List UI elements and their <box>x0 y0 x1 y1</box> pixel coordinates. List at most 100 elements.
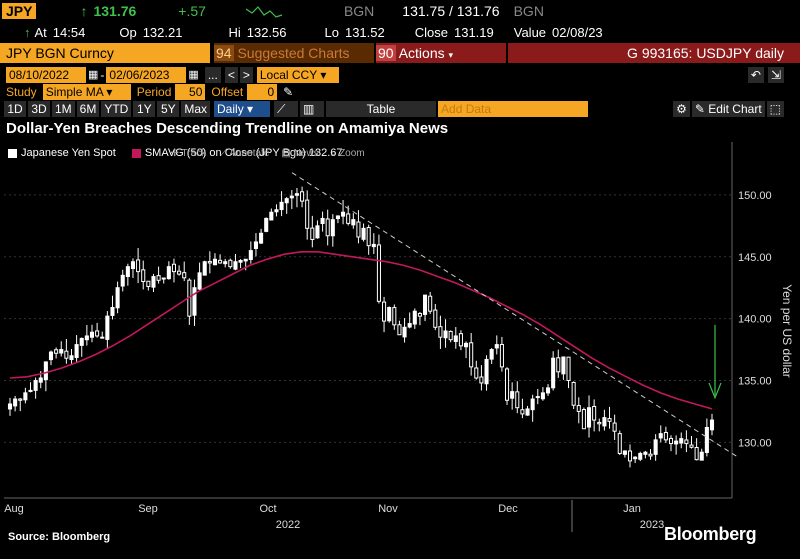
candle <box>412 310 417 325</box>
candle <box>284 198 289 204</box>
candle <box>709 419 715 431</box>
expand-icon[interactable]: ⬚ <box>766 101 784 117</box>
open-chart-icon[interactable]: ⇲ <box>767 67 784 83</box>
change: +.57 <box>178 3 206 19</box>
y-tick-label: 150.00 <box>738 190 772 202</box>
candle <box>238 259 243 263</box>
add-data-input[interactable]: Add Data <box>438 101 589 117</box>
candle <box>43 361 48 381</box>
calendar-icon[interactable]: ▦ <box>188 69 199 81</box>
undo-icon[interactable]: ↶ <box>747 67 764 83</box>
suggested-num: 94 <box>214 45 234 61</box>
frequency-select[interactable]: Daily ▾ <box>214 101 271 117</box>
candle <box>382 301 387 322</box>
candle <box>346 213 351 224</box>
high-label: Hi <box>228 24 241 40</box>
candle <box>704 426 709 453</box>
candle <box>100 336 105 339</box>
period-button-ytd[interactable]: YTD <box>101 101 132 117</box>
zoom-label: Zoom <box>339 147 365 159</box>
security-field[interactable]: JPY BGN Curncy <box>0 43 210 63</box>
candle <box>325 218 330 237</box>
more-button[interactable]: ... <box>204 67 221 83</box>
candle <box>489 349 494 360</box>
candle <box>525 408 530 416</box>
candle <box>581 409 586 430</box>
annotate-button[interactable]: ⟋ Annotate <box>220 147 270 159</box>
candle <box>18 398 23 401</box>
candle <box>464 342 469 348</box>
candle <box>207 261 212 264</box>
candle <box>433 309 438 328</box>
period-button-1y[interactable]: 1Y <box>133 101 156 117</box>
candle <box>689 444 694 448</box>
candle <box>566 356 571 381</box>
y-tick-label: 145.00 <box>738 252 772 264</box>
end-date-input[interactable]: 02/06/2023 <box>106 67 187 83</box>
candle <box>23 392 28 401</box>
chart-area[interactable]: 150.00 145.00 140.00 135.00 130.00 Yen per US… <box>0 142 800 532</box>
candle <box>515 391 520 409</box>
settings-icon[interactable]: ⚙ <box>673 101 690 117</box>
candle <box>643 451 648 455</box>
next-button[interactable]: > <box>239 67 253 83</box>
candle <box>341 211 346 217</box>
period-button-5y[interactable]: 5Y <box>157 101 180 117</box>
candle <box>294 193 299 196</box>
candle <box>592 405 597 421</box>
chart-title: Dollar-Yen Breaches Descending Trendline… <box>6 120 449 137</box>
bgn-label: BGN <box>343 3 375 19</box>
legend-ma: SMAVG (50) on Close (JPY Bgn) 132.67 <box>144 147 343 159</box>
edit-chart-button[interactable]: ✎ Edit Chart <box>691 101 765 117</box>
suggested-charts-button[interactable]: 94 Suggested Charts <box>214 43 374 63</box>
prev-button[interactable]: < <box>224 67 238 83</box>
candle <box>59 349 64 354</box>
candle <box>7 403 13 410</box>
candle <box>438 326 443 338</box>
offset-input[interactable]: 0 <box>247 84 278 100</box>
actions-button[interactable]: 90 Actions ▾ <box>376 43 506 63</box>
currency-select[interactable]: Local CCY ▾ <box>256 67 339 83</box>
period-input[interactable]: 50 <box>175 84 206 100</box>
candle <box>248 250 253 260</box>
candle <box>484 358 489 385</box>
legend: Japanese Yen Spot SMAVG (50) on Close (J… <box>8 147 365 159</box>
zoom-button[interactable]: ⌕ Zoom <box>330 147 365 159</box>
study-select[interactable]: Simple MA ▾ <box>42 84 131 100</box>
quote-header: JPY ↑ 131.76 +.57 BGN 131.75 / 131.76 BG… <box>0 0 800 22</box>
bgn-label-2: BGN <box>513 3 544 19</box>
period-button-3d[interactable]: 3D <box>28 101 50 117</box>
x-tick-label: Oct <box>259 503 276 515</box>
candle <box>38 377 43 383</box>
period-button-max[interactable]: Max <box>181 101 211 117</box>
pencil-icon[interactable]: ✎ <box>283 85 294 99</box>
news-button[interactable]: ▤ News <box>281 147 319 159</box>
period-button-6m[interactable]: 6M <box>76 101 100 117</box>
date-range-bar: 08/10/2022 ▦ - 02/06/2023 ▦ ... < > Loca… <box>0 66 800 84</box>
study-bar: Study Simple MA ▾ Period 50 Offset 0 ✎ <box>0 84 800 100</box>
line-chart-icon[interactable]: ⟋ <box>274 101 299 117</box>
candle <box>305 199 310 229</box>
candle <box>130 261 136 269</box>
x-tick-label: Aug <box>4 503 24 515</box>
open-label: Op <box>119 24 137 40</box>
track-button[interactable]: ✢ Track <box>170 147 207 159</box>
candle <box>223 261 228 265</box>
bar-chart-icon[interactable]: ▥ <box>300 101 325 117</box>
period-button-1d[interactable]: 1D <box>4 101 26 117</box>
candle <box>653 439 658 455</box>
candle <box>510 391 515 399</box>
candle <box>161 277 166 280</box>
ticker[interactable]: JPY <box>2 3 37 19</box>
candle <box>361 227 366 240</box>
candle <box>69 355 74 361</box>
candle <box>105 315 110 340</box>
close: 131.19 <box>453 24 494 40</box>
table-button[interactable]: Table <box>326 101 437 117</box>
calendar-icon[interactable]: ▦ <box>88 69 99 81</box>
track-label: Track <box>181 147 207 159</box>
period-button-1m[interactable]: 1M <box>52 101 75 117</box>
security-bar: JPY BGN Curncy 94 Suggested Charts 90 Ac… <box>0 42 800 64</box>
candle <box>648 453 653 457</box>
start-date-input[interactable]: 08/10/2022 <box>6 67 86 83</box>
